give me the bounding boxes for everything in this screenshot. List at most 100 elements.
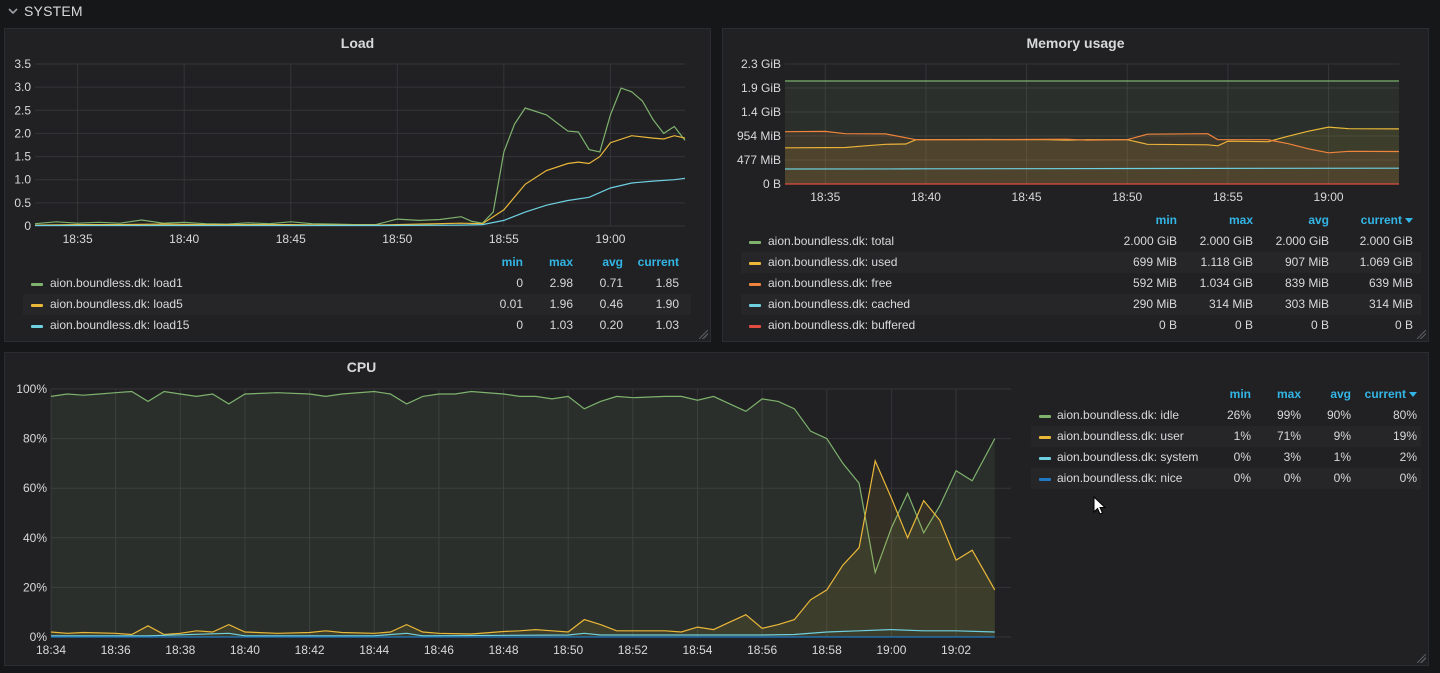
legend-row[interactable]: aion.boundless.dk: cached 290 MiB 314 MiB 3… <box>741 294 1421 315</box>
series-line-2[interactable] <box>35 177 686 227</box>
legend-color-swatch[interactable] <box>31 283 43 286</box>
y-tick-label: 0 <box>24 219 31 233</box>
resize-handle[interactable] <box>1417 654 1426 663</box>
load-panel: Load 0 0.5 1.0 1.5 2.0 2.5 3.0 3.5 18:35 18:40 18:… <box>4 28 711 342</box>
legend-header-current[interactable]: current <box>1327 387 1417 401</box>
cpu-panel: CPU 0% 20% 40% 60% 80% 100% 18:34 18:36 18:38 18:… <box>4 352 1429 666</box>
series-line-0[interactable] <box>34 87 686 226</box>
row-header-system[interactable]: SYSTEM <box>0 0 1440 22</box>
legend-series-name[interactable]: aion.boundless.dk: used <box>768 255 898 269</box>
legend-series-name[interactable]: aion.boundless.dk: cached <box>768 297 911 311</box>
legend-color-swatch[interactable] <box>1039 436 1051 439</box>
legend-header-min[interactable]: min <box>1155 213 1177 227</box>
x-tick-label: 18:34 <box>36 643 66 657</box>
legend-color-swatch[interactable] <box>1039 478 1051 481</box>
legend-header-current[interactable]: current <box>637 255 679 269</box>
y-tick-label: 1.4 GiB <box>741 105 781 119</box>
y-tick-label: 2.0 <box>14 126 31 140</box>
legend-value-min: 2.000 GiB <box>1123 234 1177 248</box>
legend-header-min[interactable]: min <box>1229 387 1251 401</box>
sort-desc-icon <box>1405 218 1413 224</box>
legend-header-min[interactable]: min <box>501 255 523 269</box>
legend-header-max[interactable]: max <box>548 255 573 269</box>
legend-header-avg[interactable]: avg <box>602 255 623 269</box>
series-line-1[interactable] <box>50 458 996 636</box>
series-line-2[interactable] <box>51 628 995 637</box>
load-chart[interactable]: 0 0.5 1.0 1.5 2.0 2.5 3.0 3.5 18:35 18:40 18:45 18:… <box>5 59 711 289</box>
x-tick-label: 18:50 <box>1112 190 1142 204</box>
legend-value-max: 2.98 <box>549 276 573 290</box>
chevron-down-icon[interactable] <box>6 4 20 18</box>
series-line-0[interactable] <box>50 390 996 575</box>
legend-series-name[interactable]: aion.boundless.dk: system <box>1057 450 1199 464</box>
legend-row[interactable]: aion.boundless.dk: used 699 MiB 1.118 GiB 9… <box>741 252 1421 273</box>
legend-color-swatch[interactable] <box>31 304 43 307</box>
legend-color-swatch[interactable] <box>749 262 761 265</box>
legend-row[interactable]: aion.boundless.dk: nice 0% 0% 0% 0% <box>1031 468 1421 489</box>
legend-color-swatch[interactable] <box>31 325 43 328</box>
legend-row[interactable]: aion.boundless.dk: idle 26% 99% 90% 80% <box>1031 405 1421 426</box>
resize-handle[interactable] <box>1417 330 1426 339</box>
legend-series-name[interactable]: aion.boundless.dk: user <box>1057 429 1184 443</box>
legend-row[interactable]: aion.boundless.dk: load1 0 2.98 0.71 1.85 <box>23 273 691 294</box>
legend-header-max[interactable]: max <box>1228 213 1253 227</box>
legend-value-max: 1.034 GiB <box>1199 276 1253 290</box>
y-tick-label: 477 MiB <box>737 153 781 167</box>
legend-value-min: 0.01 <box>499 297 523 311</box>
legend-row[interactable]: aion.boundless.dk: load5 0.01 1.96 0.46 1.90 <box>23 294 691 315</box>
legend-value-current: 2.000 GiB <box>1359 234 1413 248</box>
legend-row[interactable]: aion.boundless.dk: load15 0 1.03 0.20 1.03 <box>23 315 691 336</box>
series-line-2[interactable] <box>784 130 1400 154</box>
legend-header-max[interactable]: max <box>1276 387 1301 401</box>
y-tick-label: 3.5 <box>14 59 31 71</box>
legend-value-avg: 303 MiB <box>1284 297 1329 311</box>
legend-series-name[interactable]: aion.boundless.dk: idle <box>1057 408 1180 422</box>
series-line-1[interactable] <box>34 135 686 226</box>
resize-handle[interactable] <box>699 330 708 339</box>
x-tick-label: 18:45 <box>1012 190 1042 204</box>
legend-color-swatch[interactable] <box>749 283 761 286</box>
legend-color-swatch[interactable] <box>1039 457 1051 460</box>
x-tick-label: 19:00 <box>595 232 625 246</box>
y-tick-label: 100% <box>16 382 47 396</box>
legend-row[interactable]: aion.boundless.dk: total 2.000 GiB 2.000 G… <box>741 231 1421 252</box>
legend-row[interactable]: aion.boundless.dk: free 592 MiB 1.034 GiB 8… <box>741 273 1421 294</box>
legend-series-name[interactable]: aion.boundless.dk: free <box>768 276 893 290</box>
legend-header-avg[interactable]: avg <box>1330 387 1351 401</box>
x-tick-label: 19:02 <box>941 643 971 657</box>
series-area-1 <box>51 460 995 637</box>
legend-row[interactable]: aion.boundless.dk: user 1% 71% 9% 19% <box>1031 426 1421 447</box>
x-tick-label: 18:40 <box>230 643 260 657</box>
legend-row[interactable]: aion.boundless.dk: system 0% 3% 1% 2% <box>1031 447 1421 468</box>
series-area-2 <box>785 131 1399 184</box>
legend-series-name[interactable]: aion.boundless.dk: load15 <box>50 318 190 332</box>
legend-series-name[interactable]: aion.boundless.dk: total <box>768 234 895 248</box>
legend-series-name[interactable]: aion.boundless.dk: buffered <box>768 318 916 332</box>
memory-chart[interactable]: 0 B 477 MiB 954 MiB 1.4 GiB 1.9 GiB 2.3 GiB 18… <box>723 59 1429 239</box>
load-panel-title[interactable]: Load <box>340 35 375 51</box>
memory-panel-title[interactable]: Memory usage <box>1026 35 1125 51</box>
legend-value-current: 1.85 <box>655 276 679 290</box>
series-line-3[interactable] <box>784 167 1400 170</box>
legend-color-swatch[interactable] <box>749 241 761 244</box>
mouse-cursor-icon <box>1093 496 1107 515</box>
y-tick-label: 0% <box>30 630 48 644</box>
load-legend: min max avg current aion.boundless.dk: l… <box>23 255 703 339</box>
legend-row[interactable]: aion.boundless.dk: buffered 0 B 0 B 0 B 0 B <box>741 315 1421 336</box>
legend-value-min: 26% <box>1226 408 1251 422</box>
legend-value-min: 0% <box>1233 450 1251 464</box>
legend-value-current: 80% <box>1392 408 1417 422</box>
legend-color-swatch[interactable] <box>749 325 761 328</box>
cpu-chart[interactable]: 0% 20% 40% 60% 80% 100% 18:34 18:36 18:38 18:40 18… <box>5 381 1025 665</box>
legend-series-name[interactable]: aion.boundless.dk: nice <box>1057 471 1183 485</box>
legend-color-swatch[interactable] <box>749 304 761 307</box>
legend-value-max: 0% <box>1283 471 1301 485</box>
legend-header-current[interactable]: current <box>1327 213 1413 227</box>
legend-value-avg: 0.20 <box>599 318 623 332</box>
legend-series-name[interactable]: aion.boundless.dk: load5 <box>50 297 183 311</box>
legend-color-swatch[interactable] <box>1039 415 1051 418</box>
legend-value-current: 1.90 <box>655 297 679 311</box>
legend-series-name[interactable]: aion.boundless.dk: load1 <box>50 276 183 290</box>
legend-header-avg[interactable]: avg <box>1308 213 1329 227</box>
cpu-panel-title[interactable]: CPU <box>346 359 377 375</box>
